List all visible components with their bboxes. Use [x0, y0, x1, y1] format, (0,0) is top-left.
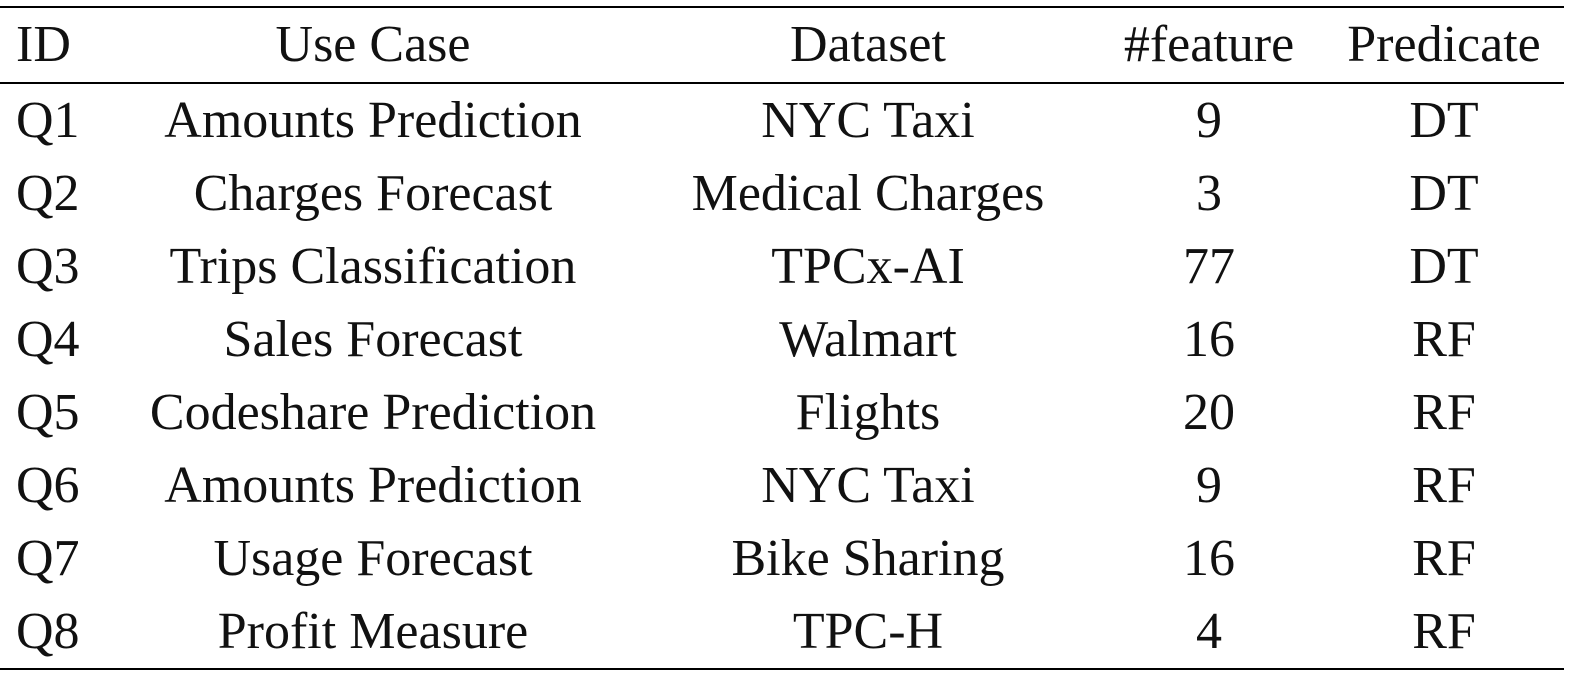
cell-feature-count: 9 — [1196, 92, 1222, 149]
cell-predicate: DT — [1409, 92, 1479, 149]
table-row: Q6 Amounts Prediction NYC Taxi 9 RF — [0, 449, 1564, 522]
cell-dataset: Medical Charges — [691, 165, 1045, 222]
cell-dataset: NYC Taxi — [761, 457, 975, 514]
cell-use-case: Profit Measure — [217, 603, 529, 660]
cell-use-case: Amounts Prediction — [164, 92, 582, 149]
table-row: Q7 Usage Forecast Bike Sharing 16 RF — [0, 522, 1564, 595]
cell-use-case: Usage Forecast — [213, 530, 533, 587]
cell-id: Q8 — [16, 603, 80, 660]
cell-predicate: RF — [1412, 603, 1476, 660]
header-use-case: Use Case — [275, 16, 471, 73]
query-table-container: ID Use Case Dataset #feature Predicate Q… — [0, 6, 1564, 670]
cell-id: Q3 — [16, 238, 80, 295]
cell-use-case: Trips Classification — [169, 238, 577, 295]
cell-feature-count: 4 — [1196, 603, 1222, 660]
cell-dataset: TPC-H — [792, 603, 944, 660]
cell-id: Q4 — [16, 311, 80, 368]
table-row: Q3 Trips Classification TPCx-AI 77 DT — [0, 230, 1564, 303]
cell-predicate: RF — [1412, 457, 1476, 514]
cell-feature-count: 3 — [1196, 165, 1222, 222]
header-predicate: Predicate — [1347, 16, 1541, 73]
cell-use-case: Sales Forecast — [223, 311, 523, 368]
table-row: Q1 Amounts Prediction NYC Taxi 9 DT — [0, 83, 1564, 157]
cell-dataset: Walmart — [779, 311, 957, 368]
cell-predicate: DT — [1409, 238, 1479, 295]
header-dataset: Dataset — [790, 16, 946, 73]
cell-feature-count: 20 — [1183, 384, 1235, 441]
cell-predicate: RF — [1412, 311, 1476, 368]
cell-id: Q7 — [16, 530, 80, 587]
cell-id: Q1 — [16, 92, 80, 149]
table-row: Q2 Charges Forecast Medical Charges 3 DT — [0, 157, 1564, 230]
cell-use-case: Amounts Prediction — [164, 457, 582, 514]
table-row: Q8 Profit Measure TPC-H 4 RF — [0, 595, 1564, 669]
table-body: Q1 Amounts Prediction NYC Taxi 9 DT Q2 C… — [0, 83, 1564, 669]
cell-predicate: RF — [1412, 530, 1476, 587]
table-row: Q5 Codeshare Prediction Flights 20 RF — [0, 376, 1564, 449]
cell-id: Q2 — [16, 165, 80, 222]
header-feature-count: #feature — [1123, 16, 1295, 73]
cell-id: Q6 — [16, 457, 80, 514]
header-id: ID — [16, 16, 71, 73]
cell-id: Q5 — [16, 384, 80, 441]
cell-predicate: DT — [1409, 165, 1479, 222]
cell-feature-count: 77 — [1183, 238, 1235, 295]
table-row: Q4 Sales Forecast Walmart 16 RF — [0, 303, 1564, 376]
cell-dataset: Bike Sharing — [731, 530, 1005, 587]
header-row: ID Use Case Dataset #feature Predicate — [0, 7, 1564, 83]
query-table: ID Use Case Dataset #feature Predicate Q… — [0, 6, 1564, 670]
cell-feature-count: 9 — [1196, 457, 1222, 514]
cell-dataset: NYC Taxi — [761, 92, 975, 149]
cell-feature-count: 16 — [1183, 530, 1235, 587]
table-header: ID Use Case Dataset #feature Predicate — [0, 7, 1564, 83]
cell-predicate: RF — [1412, 384, 1476, 441]
cell-dataset: Flights — [795, 384, 941, 441]
cell-use-case: Charges Forecast — [193, 165, 553, 222]
cell-dataset: TPCx-AI — [771, 238, 965, 295]
cell-use-case: Codeshare Prediction — [149, 384, 597, 441]
cell-feature-count: 16 — [1183, 311, 1235, 368]
